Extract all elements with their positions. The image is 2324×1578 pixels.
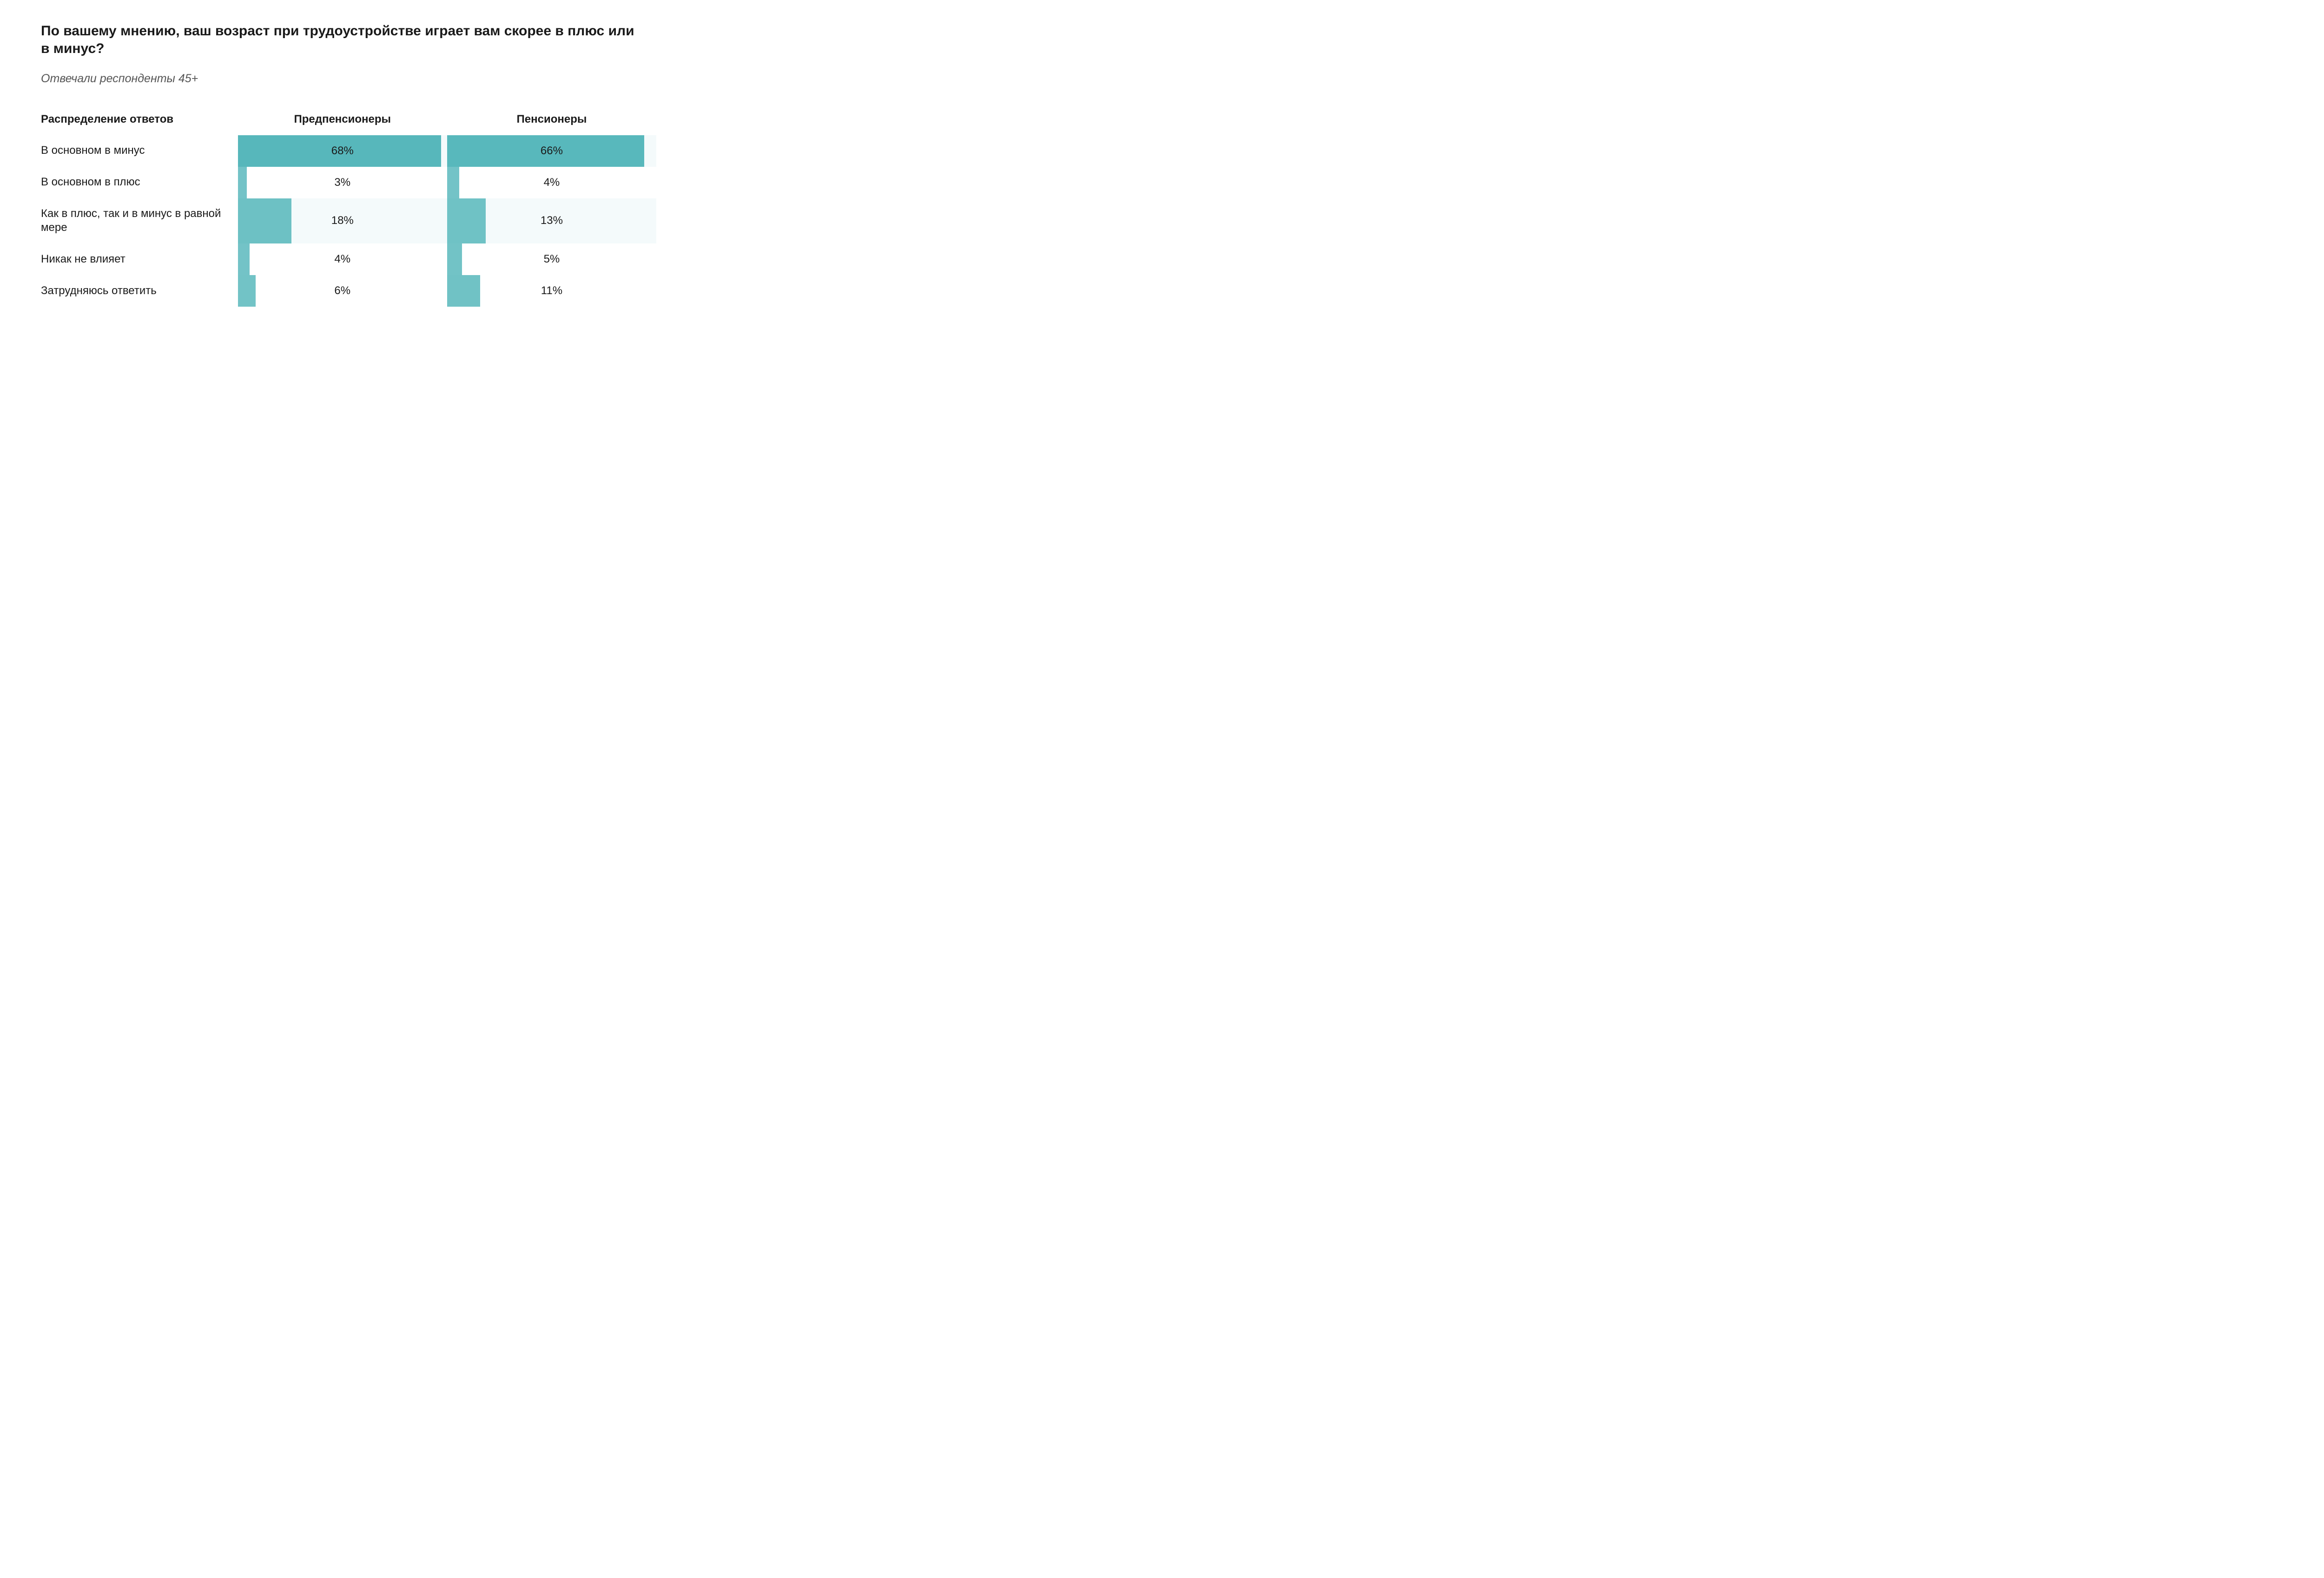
table-column-header: Пенсионеры <box>447 104 656 135</box>
table-row: Затрудняюсь ответить 6% 11% <box>41 275 656 307</box>
table-row: В основном в плюс 3% 4% <box>41 167 656 198</box>
table-cell: 13% <box>447 198 656 243</box>
table-cell-value: 3% <box>334 176 350 189</box>
table-cell-value: 6% <box>334 284 350 297</box>
table-row: Никак не влияет 4% 5% <box>41 243 656 275</box>
table-cell: 6% <box>238 275 447 307</box>
table-cell: 18% <box>238 198 447 243</box>
table-row-label: Никак не влияет <box>41 243 238 275</box>
table-cell-value: 11% <box>541 284 562 297</box>
table-cell: 3% <box>238 167 447 198</box>
table-row: Как в плюс, так и в минус в равной мере 1… <box>41 198 656 243</box>
table-cell: 4% <box>238 243 447 275</box>
table-cell-value: 4% <box>544 176 560 189</box>
table-cell-bar <box>447 198 486 243</box>
table-cell-bar <box>238 275 256 307</box>
table-cell-value: 13% <box>541 214 563 227</box>
table-row-label: В основном в плюс <box>41 167 238 198</box>
page-title: По вашему мнению, ваш возраст при трудоу… <box>41 22 656 58</box>
table-cell-value: 68% <box>331 145 354 158</box>
table-row-label: Затрудняюсь ответить <box>41 275 238 307</box>
table-cell-bar <box>447 243 462 275</box>
table-cell-bar <box>447 275 480 307</box>
table-column-header: Предпенсионеры <box>238 104 447 135</box>
table-cell-bar <box>238 243 250 275</box>
table-header-row: Распределение ответов Предпенсионеры Пен… <box>41 104 656 135</box>
table-cell: 5% <box>447 243 656 275</box>
table-row-label: Как в плюс, так и в минус в равной мере <box>41 198 238 243</box>
table-cell-value: 18% <box>331 214 354 227</box>
table-cell: 66% <box>447 135 656 167</box>
table-cell-value: 5% <box>544 253 560 266</box>
table-cell-bar <box>238 167 247 198</box>
page-subtitle: Отвечали респонденты 45+ <box>41 72 656 85</box>
table-cell-bar <box>447 167 459 198</box>
table-cell: 68% <box>238 135 447 167</box>
table-cell: 11% <box>447 275 656 307</box>
data-table: Распределение ответов Предпенсионеры Пен… <box>41 104 656 307</box>
table-cell-bar <box>238 198 292 243</box>
table-cell-value: 66% <box>541 145 563 158</box>
table-cell: 4% <box>447 167 656 198</box>
table-cell-value: 4% <box>334 253 350 266</box>
survey-table-page: По вашему мнению, ваш возраст при трудоу… <box>0 0 697 335</box>
table-row-label: В основном в минус <box>41 135 238 167</box>
table-row: В основном в минус 68% 66% <box>41 135 656 167</box>
table-corner-header: Распределение ответов <box>41 104 238 135</box>
